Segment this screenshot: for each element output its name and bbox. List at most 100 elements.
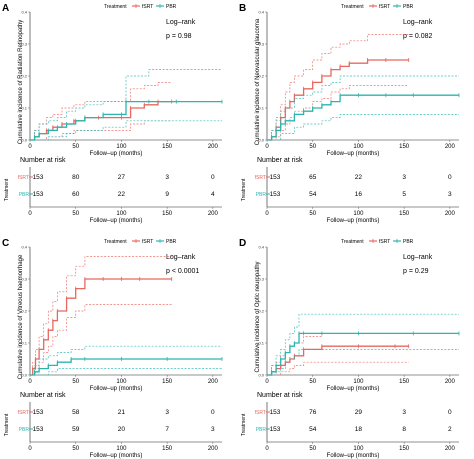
at-risk-value-pbr: 3 [448, 191, 452, 198]
p-value: p < 0.0001 [166, 268, 199, 275]
y-tick-label: 0.1 [21, 106, 27, 111]
x-tick-label: 50 [72, 144, 79, 150]
at-risk-value-fsrt: 153 [33, 409, 44, 416]
y-tick-label: 0.4 [258, 10, 264, 15]
y-axis-title: Cumulative incidence of Optic neuropathy [255, 261, 261, 372]
ci-lower-fsrt [267, 361, 409, 376]
table-row-label-pbr: PBR [19, 427, 30, 433]
panel-letter: B [239, 3, 246, 14]
at-risk-value-pbr: 54 [309, 426, 317, 433]
at-risk-value-fsrt: 0 [448, 409, 452, 416]
logrank-label: Log–rank [166, 19, 196, 26]
p-value: p = 0.98 [166, 33, 192, 40]
ci-upper-fsrt [267, 34, 409, 141]
table-x-tick-label: 0 [265, 446, 269, 452]
x-tick-label: 200 [445, 379, 456, 385]
legend-label-fsrt: fSRT [379, 4, 390, 10]
x-tick-label: 50 [309, 379, 316, 385]
x-tick-label: 50 [72, 379, 79, 385]
at-risk-value-fsrt: 0 [211, 409, 215, 416]
x-tick-label: 100 [353, 379, 364, 385]
y-tick-label: 0.2 [258, 309, 264, 314]
at-risk-value-pbr: 16 [355, 191, 363, 198]
x-tick-label: 100 [116, 379, 127, 385]
y-axis-title: Cumulative incidence of Vitreous haemorr… [18, 254, 24, 379]
at-risk-value-pbr: 3 [211, 426, 215, 433]
x-tick-label: 50 [309, 144, 316, 150]
table-x-tick-label: 100 [116, 446, 127, 452]
y-tick-label: 0.4 [21, 245, 27, 250]
y-tick-label: 0.2 [258, 74, 264, 79]
x-tick-label: 200 [445, 144, 456, 150]
at-risk-value-pbr: 4 [211, 191, 215, 198]
at-risk-value-pbr: 8 [402, 426, 406, 433]
y-tick-label: 0.2 [21, 74, 27, 79]
x-tick-label: 200 [208, 379, 219, 385]
x-axis-title: Follow–up (months) [327, 386, 380, 392]
x-tick-label: 150 [399, 379, 410, 385]
table-row-label-pbr: PBR [19, 192, 30, 198]
table-strata-title: Treatment [241, 413, 247, 436]
y-tick-label: 0.0 [258, 138, 264, 143]
legend-title: Treatment [104, 239, 127, 245]
table-x-axis-title: Follow–up (months) [90, 218, 143, 224]
table-x-axis-title: Follow–up (months) [90, 453, 143, 459]
table-x-tick-label: 0 [28, 446, 32, 452]
x-tick-label: 100 [353, 144, 364, 150]
curve-fsrt [267, 59, 409, 141]
table-x-tick-label: 0 [265, 211, 269, 217]
legend-label-fsrt: fSRT [379, 239, 390, 245]
y-tick-label: 0.1 [258, 341, 264, 346]
y-tick-label: 0.1 [258, 106, 264, 111]
curve-fsrt [267, 345, 409, 376]
legend-label-fsrt: fSRT [142, 4, 153, 10]
at-risk-value-pbr: 60 [72, 191, 80, 198]
legend-label-pbr: PBR [403, 4, 414, 10]
at-risk-value-fsrt: 153 [33, 174, 44, 181]
table-x-tick-label: 50 [72, 211, 79, 217]
x-tick-label: 150 [162, 144, 173, 150]
panel-letter: A [2, 3, 9, 14]
table-row-label-pbr: PBR [256, 192, 267, 198]
y-tick-label: 0.0 [21, 138, 27, 143]
x-tick-label: 150 [399, 144, 410, 150]
ci-lower-fsrt [30, 120, 172, 141]
table-x-tick-label: 200 [208, 446, 219, 452]
at-risk-value-pbr: 22 [118, 191, 126, 198]
table-x-tick-label: 50 [309, 446, 316, 452]
table-x-tick-label: 200 [208, 211, 219, 217]
legend-label-pbr: PBR [166, 239, 177, 245]
table-strata-title: Treatment [4, 178, 10, 201]
at-risk-value-pbr: 153 [270, 426, 281, 433]
ci-lower-pbr [30, 368, 222, 376]
ci-lower-fsrt [267, 85, 409, 141]
at-risk-value-fsrt: 3 [402, 409, 406, 416]
table-x-axis-title: Follow–up (months) [327, 218, 380, 224]
at-risk-value-fsrt: 0 [211, 174, 215, 181]
at-risk-value-pbr: 153 [270, 191, 281, 198]
logrank-label: Log–rank [403, 254, 433, 261]
at-risk-value-fsrt: 0 [448, 174, 452, 181]
table-row-label-fsrt: fSRT [18, 410, 29, 416]
at-risk-value-pbr: 153 [33, 426, 44, 433]
panel-letter: D [239, 238, 246, 249]
table-row-label-pbr: PBR [256, 427, 267, 433]
at-risk-title: Number at risk [257, 392, 303, 399]
at-risk-value-pbr: 153 [33, 191, 44, 198]
at-risk-value-fsrt: 58 [72, 409, 80, 416]
table-x-tick-label: 150 [162, 446, 173, 452]
at-risk-value-pbr: 20 [118, 426, 126, 433]
panel-d: D Treatment fSRT PBR 0.0 0.1 0.2 0.3 0.4 0 50 100 15… [239, 238, 460, 459]
at-risk-value-fsrt: 29 [355, 409, 363, 416]
legend-title: Treatment [341, 239, 364, 245]
x-tick-label: 150 [162, 379, 173, 385]
y-tick-label: 0.3 [258, 277, 264, 282]
curve-pbr [30, 358, 222, 376]
table-x-tick-label: 200 [445, 211, 456, 217]
p-value: p = 0.29 [403, 268, 429, 275]
x-tick-label: 0 [265, 379, 269, 385]
at-risk-title: Number at risk [20, 392, 66, 399]
at-risk-title: Number at risk [20, 157, 66, 164]
x-axis-title: Follow–up (months) [90, 151, 143, 157]
